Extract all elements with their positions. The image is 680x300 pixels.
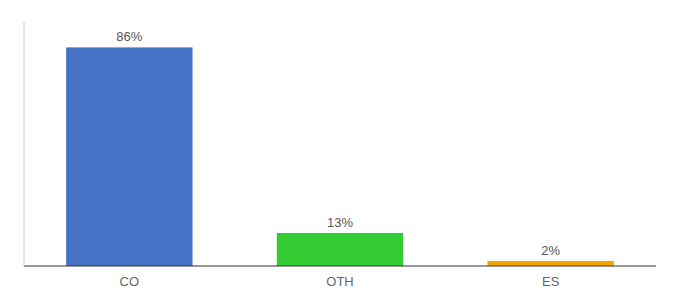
x-axis-line: [24, 266, 656, 267]
data-label: 13%: [327, 215, 353, 230]
data-label: 86%: [116, 29, 142, 44]
data-label: 2%: [541, 243, 560, 258]
chart-container: 86% 13% 2% CO OTH ES: [0, 0, 680, 300]
chart: 86% 13% 2% CO OTH ES: [0, 0, 680, 300]
data-labels: 86% 13% 2%: [116, 29, 560, 258]
bar: [487, 261, 613, 266]
y-axis-line: [24, 22, 25, 266]
bar: [66, 47, 192, 266]
x-tick-label: CO: [120, 274, 140, 289]
plot-area: [66, 47, 614, 266]
bars: [66, 47, 614, 266]
bar: [277, 233, 403, 266]
x-tick-label: ES: [542, 274, 560, 289]
axes: CO OTH ES: [24, 22, 656, 289]
x-tick-label: OTH: [326, 274, 353, 289]
